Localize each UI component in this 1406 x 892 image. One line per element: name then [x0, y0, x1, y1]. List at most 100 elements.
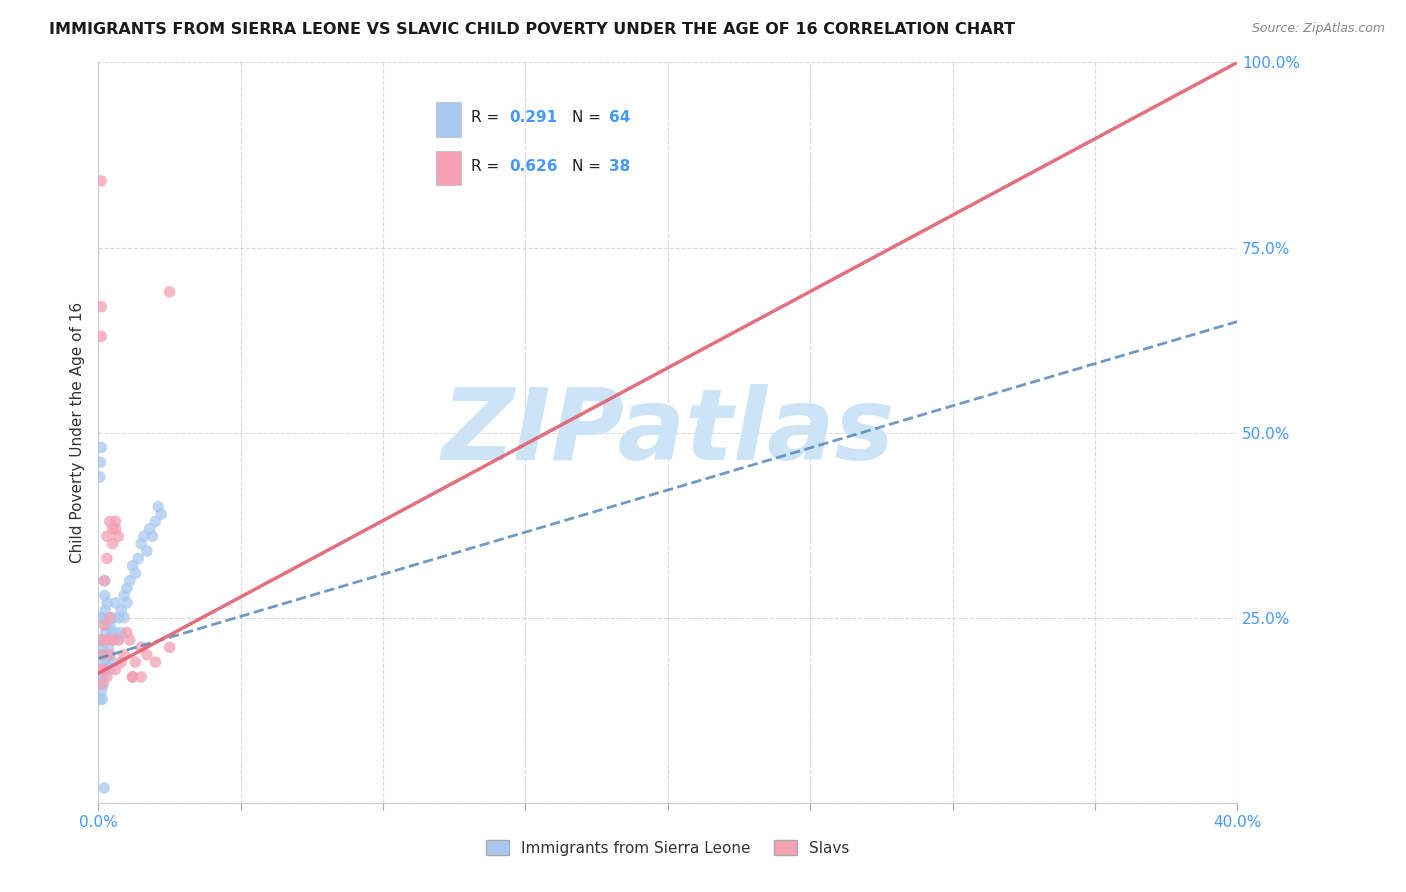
Point [148, 500, 170, 514]
Point [101, 632, 124, 647]
Point [89, 663, 111, 677]
Point [110, 603, 132, 617]
Point [100, 625, 122, 640]
Point [124, 655, 146, 669]
Point [96, 632, 118, 647]
Text: IMMIGRANTS FROM SIERRA LEONE VS SLAVIC CHILD POVERTY UNDER THE AGE OF 16 CORRELA: IMMIGRANTS FROM SIERRA LEONE VS SLAVIC C… [49, 22, 1015, 37]
Point [101, 610, 124, 624]
Point [91, 655, 114, 669]
Point [89, 470, 111, 484]
Point [129, 670, 152, 684]
Point [145, 655, 167, 669]
Point [107, 610, 129, 624]
Point [159, 285, 181, 299]
Point [124, 566, 146, 581]
Point [93, 663, 115, 677]
Point [90, 300, 112, 314]
Point [90, 632, 112, 647]
Point [121, 670, 143, 684]
Point [93, 648, 115, 662]
Point [91, 670, 114, 684]
Point [90, 648, 112, 662]
Point [112, 610, 135, 624]
Point [98, 648, 121, 662]
Point [90, 329, 112, 343]
Point [97, 640, 120, 655]
Point [104, 515, 127, 529]
Point [90, 685, 112, 699]
Point [90, 632, 112, 647]
Point [96, 618, 118, 632]
Point [90, 677, 112, 691]
Point [93, 663, 115, 677]
Point [93, 610, 115, 624]
Point [98, 515, 121, 529]
Point [132, 529, 155, 543]
Point [96, 655, 118, 669]
Text: Source: ZipAtlas.com: Source: ZipAtlas.com [1251, 22, 1385, 36]
Point [115, 581, 138, 595]
Point [112, 648, 135, 662]
Point [107, 632, 129, 647]
Point [91, 648, 114, 662]
Point [129, 536, 152, 550]
Point [93, 589, 115, 603]
Point [91, 692, 114, 706]
Point [98, 618, 121, 632]
Point [96, 632, 118, 647]
Point [141, 529, 163, 543]
Point [90, 441, 112, 455]
Point [89, 670, 111, 684]
Point [129, 640, 152, 655]
Point [107, 529, 129, 543]
Point [90, 663, 112, 677]
Point [93, 677, 115, 691]
Point [93, 618, 115, 632]
Point [112, 589, 135, 603]
Point [107, 632, 129, 647]
Point [104, 596, 127, 610]
Point [89, 648, 111, 662]
Point [93, 632, 115, 647]
Point [96, 551, 118, 566]
Point [138, 522, 160, 536]
Point [150, 507, 173, 521]
Point [93, 780, 115, 795]
Y-axis label: Child Poverty Under the Age of 16: Child Poverty Under the Age of 16 [69, 302, 84, 563]
Point [118, 632, 141, 647]
Point [101, 522, 124, 536]
Point [98, 610, 121, 624]
Point [110, 655, 132, 669]
Point [98, 663, 121, 677]
Point [145, 515, 167, 529]
Legend: Immigrants from Sierra Leone, Slavs: Immigrants from Sierra Leone, Slavs [481, 834, 855, 862]
Point [90, 677, 112, 691]
Point [90, 610, 112, 624]
Point [110, 625, 132, 640]
Point [91, 640, 114, 655]
Point [101, 536, 124, 550]
Point [135, 544, 157, 558]
Point [94, 603, 117, 617]
Point [96, 529, 118, 543]
Point [96, 596, 118, 610]
Point [94, 625, 117, 640]
Point [115, 596, 138, 610]
Point [89, 455, 111, 469]
Point [104, 522, 127, 536]
Point [121, 670, 143, 684]
Point [90, 632, 112, 647]
Point [89, 692, 111, 706]
Point [104, 663, 127, 677]
Point [101, 632, 124, 647]
Text: ZIPatlas: ZIPatlas [441, 384, 894, 481]
Point [94, 574, 117, 588]
Point [121, 558, 143, 573]
Point [91, 632, 114, 647]
Point [127, 551, 149, 566]
Point [104, 625, 127, 640]
Point [98, 648, 121, 662]
Point [115, 625, 138, 640]
Point [93, 574, 115, 588]
Point [101, 655, 124, 669]
